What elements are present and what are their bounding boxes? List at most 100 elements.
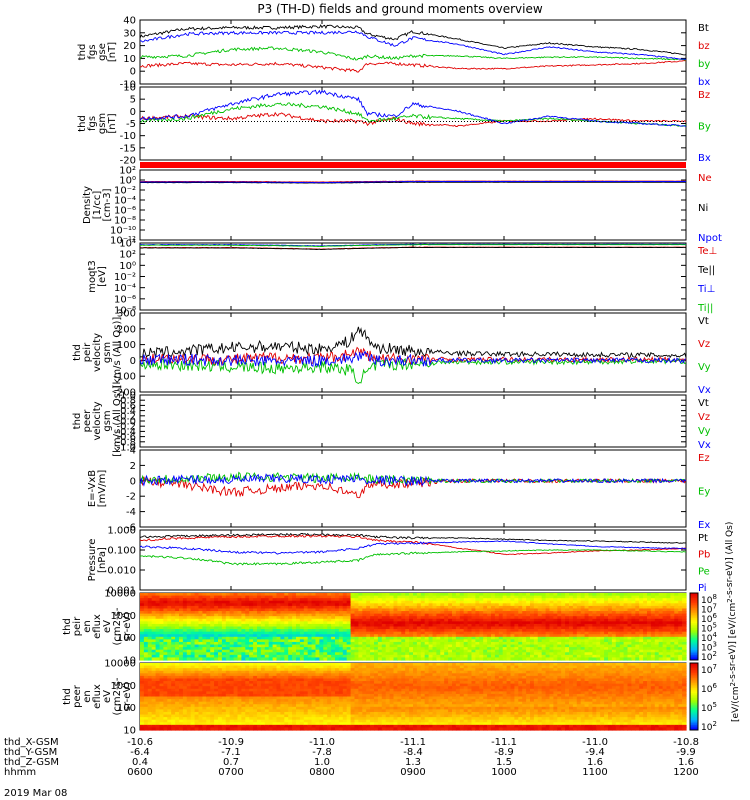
spectrogram-cell — [307, 654, 313, 659]
spectrogram-cell — [569, 598, 574, 602]
spectrogram-cell — [147, 631, 153, 635]
spectrogram-cell — [202, 636, 207, 640]
spectrogram-cell — [163, 714, 168, 718]
spectrogram-cell — [459, 598, 465, 602]
spectrogram-cell — [198, 727, 203, 731]
spectrogram-cell — [436, 623, 441, 628]
spectrogram-cell — [467, 603, 473, 607]
spectrogram-cell — [218, 668, 223, 672]
spectrogram-cell — [163, 654, 168, 659]
spectrogram-cell — [155, 649, 161, 653]
spectrogram-cell — [354, 629, 359, 633]
spectrogram-cell — [491, 611, 496, 615]
spectrogram-cell — [611, 608, 617, 612]
spectrogram-cell — [346, 618, 352, 622]
spectrogram-cell — [233, 631, 239, 635]
spectrogram-cell — [257, 616, 262, 620]
spectrogram-cell — [424, 618, 430, 622]
spectrogram-cell — [190, 686, 196, 690]
spectrogram-cell — [444, 647, 449, 651]
y-tick-label: 0.4 — [120, 406, 136, 417]
spectrogram-cell — [502, 644, 508, 648]
spectrogram-cell — [463, 647, 469, 651]
spectrogram-cell — [260, 593, 266, 597]
spectrogram-cell — [175, 621, 180, 625]
spectrogram-cell — [319, 616, 324, 620]
spectrogram-cell — [455, 647, 461, 651]
spectrogram-cell — [268, 605, 274, 610]
spectrogram-cell — [272, 691, 278, 695]
spectrogram-cell — [674, 595, 679, 599]
spectrogram-cell — [420, 641, 426, 646]
spectrogram-cell — [600, 649, 605, 653]
spectrogram-cell — [491, 595, 496, 599]
spectrogram-cell — [225, 631, 231, 635]
spectrogram-cell — [221, 678, 227, 682]
spectrogram-cell — [175, 598, 180, 602]
spectrogram-cell — [190, 683, 196, 687]
spectrogram-cell — [561, 611, 566, 615]
spectrogram-cell — [608, 618, 613, 622]
spectrogram-cell — [296, 595, 301, 599]
spectrogram-cell — [233, 688, 239, 692]
spectrogram-cell — [210, 636, 215, 640]
spectrogram-cell — [448, 631, 453, 635]
spectrogram-cell — [202, 665, 207, 669]
spectrogram-cell — [186, 724, 192, 729]
spectrogram-cell — [182, 696, 188, 700]
spectrogram-cell — [299, 626, 305, 630]
spectrogram-cell — [218, 722, 223, 726]
spectrogram-cell — [186, 704, 192, 708]
y-tick-label: 100 — [117, 340, 136, 351]
spectrogram-cell — [233, 636, 239, 640]
spectrogram-cell — [272, 683, 278, 687]
spectrogram-cell — [186, 608, 192, 612]
spectrogram-cell — [319, 598, 324, 602]
spectrogram-cell — [600, 608, 605, 612]
spectrogram-cell — [526, 605, 531, 610]
spectrogram-cell — [362, 616, 367, 620]
spectrogram-cell — [264, 673, 270, 677]
spectrogram-cell — [194, 616, 200, 620]
spectrogram-cell — [307, 611, 313, 615]
spectrogram-cell — [397, 623, 402, 628]
spectrogram-cell — [272, 608, 278, 612]
spectrogram-cell — [221, 711, 227, 716]
spectrogram-cell — [147, 605, 153, 610]
spectrogram-cell — [506, 611, 512, 615]
spectrogram-cell — [678, 636, 683, 640]
spectrogram-cell — [444, 654, 449, 659]
spectrogram-cell — [381, 639, 387, 643]
spectrogram-cell — [253, 613, 258, 617]
spectrogram-cell — [530, 636, 535, 640]
spectrogram-cell — [654, 657, 660, 661]
spectrogram-cell — [491, 634, 496, 638]
spectrogram-cell — [631, 652, 636, 656]
spectrogram-cell — [233, 629, 239, 633]
spectrogram-cell — [233, 593, 239, 597]
spectrogram-cell — [179, 722, 184, 726]
spectrogram-cell — [331, 654, 336, 659]
spectrogram-cell — [249, 693, 254, 698]
spectrogram-cell — [615, 647, 621, 651]
spectrogram-cell — [264, 649, 270, 653]
spectrogram-cell — [572, 611, 578, 615]
spectrogram-cell — [479, 616, 484, 620]
spectrogram-cell — [678, 649, 683, 653]
spectrogram-cell — [619, 616, 625, 620]
spectrogram-cell — [643, 636, 648, 640]
spectrogram-cell — [541, 623, 547, 628]
spectrogram-cell — [171, 654, 176, 659]
spectrogram-cell — [666, 600, 671, 604]
spectrogram-cell — [611, 626, 617, 630]
legend-label: Vt — [698, 316, 709, 327]
spectrogram-cell — [506, 649, 512, 653]
spectrogram-cell — [311, 626, 317, 630]
spectrogram-cell — [452, 595, 457, 599]
spectrogram-cell — [241, 704, 246, 708]
spectrogram-cell — [151, 709, 157, 713]
series-line-bz — [139, 60, 687, 73]
spectrogram-cell — [487, 593, 492, 597]
spectrogram-cell — [140, 665, 145, 669]
spectrogram-cell — [639, 600, 644, 604]
